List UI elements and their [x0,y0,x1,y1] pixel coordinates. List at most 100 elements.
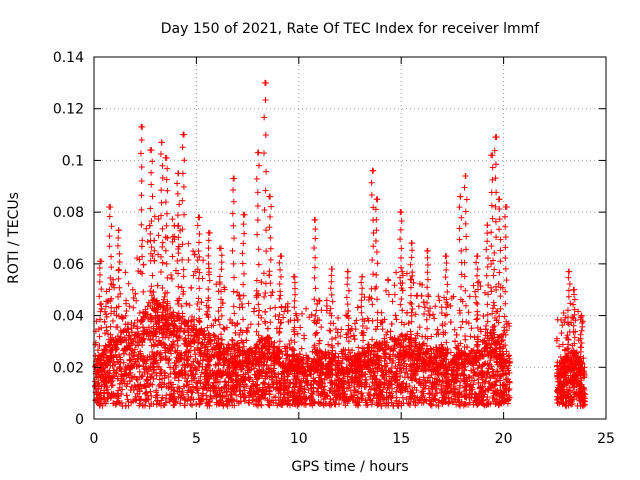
data-point [416,324,423,331]
data-point [250,308,257,315]
data-point [318,324,325,331]
data-point [355,344,362,351]
data-point [490,299,497,306]
data-point [428,333,435,340]
data-point [393,269,400,276]
data-point [407,299,414,306]
data-point [143,389,150,396]
data-point [335,340,342,347]
data-point [166,356,173,363]
data-point [366,391,373,398]
data-point [167,370,174,377]
data-point [506,322,513,329]
data-point [122,269,129,276]
data-point [436,297,443,304]
data-point [432,303,439,310]
data-point [136,309,143,316]
data-point [435,293,442,300]
data-point [129,286,136,293]
data-point [384,329,391,336]
data-point [393,316,400,323]
data-point [484,318,491,325]
data-point [123,297,130,304]
data-point [487,284,494,291]
data-point [253,287,260,294]
data-point [136,362,143,369]
data-point [387,328,394,335]
data-point [412,311,419,318]
data-point [421,310,428,317]
data-point [123,392,130,399]
data-point [244,324,251,331]
data-point [130,304,137,311]
data-point [298,345,305,352]
data-point [465,309,472,316]
data-point [200,257,207,264]
data-point [388,321,395,328]
data-point [470,282,477,289]
data-point [363,325,370,332]
data-point [155,382,162,389]
data-point [393,388,400,395]
data-point [272,304,279,311]
data-point [188,284,195,291]
data-point [467,333,474,340]
data-point [155,215,162,222]
data-point [365,341,372,348]
data-point [219,336,226,343]
data-point [474,315,481,322]
data-point [94,347,101,354]
data-point [108,382,115,389]
data-point [245,300,252,307]
data-point [364,315,371,322]
data-point [109,318,116,325]
data-point [326,327,333,334]
data-point [358,390,365,397]
data-point [299,310,306,317]
data-point [243,327,250,334]
data-point [215,316,222,323]
data-point [374,317,381,324]
data-point [353,317,360,324]
data-point [383,287,390,294]
data-point [118,368,125,375]
data-point [255,321,262,328]
data-point [111,284,118,291]
data-point [197,380,204,387]
data-point [473,299,480,306]
data-point [427,401,434,408]
data-point [347,387,354,394]
data-point [391,282,398,289]
data-point [157,357,164,364]
data-point [297,324,304,331]
data-point [466,293,473,300]
data-point [197,373,204,380]
data-point [430,311,437,318]
data-point [427,305,434,312]
data-point [180,329,187,336]
data-point [131,346,138,353]
data-point [264,325,271,332]
data-point [272,313,279,320]
data-point [399,394,406,401]
data-point [148,283,155,290]
data-point [323,297,330,304]
data-point [155,232,162,239]
data-point [415,303,422,310]
data-point [196,318,203,325]
data-point [116,266,123,273]
data-point [159,259,166,266]
data-point [475,278,482,285]
data-point [143,225,150,232]
data-point [403,383,410,390]
data-point [361,294,368,301]
data-point [335,314,342,321]
data-point [405,320,412,327]
data-point [291,384,298,391]
data-point [391,291,398,298]
data-point [452,338,459,345]
data-point [303,305,310,312]
data-point [169,216,176,223]
data-point [168,275,175,282]
chart-title: Day 150 of 2021, Rate Of TEC Index for r… [161,21,541,37]
